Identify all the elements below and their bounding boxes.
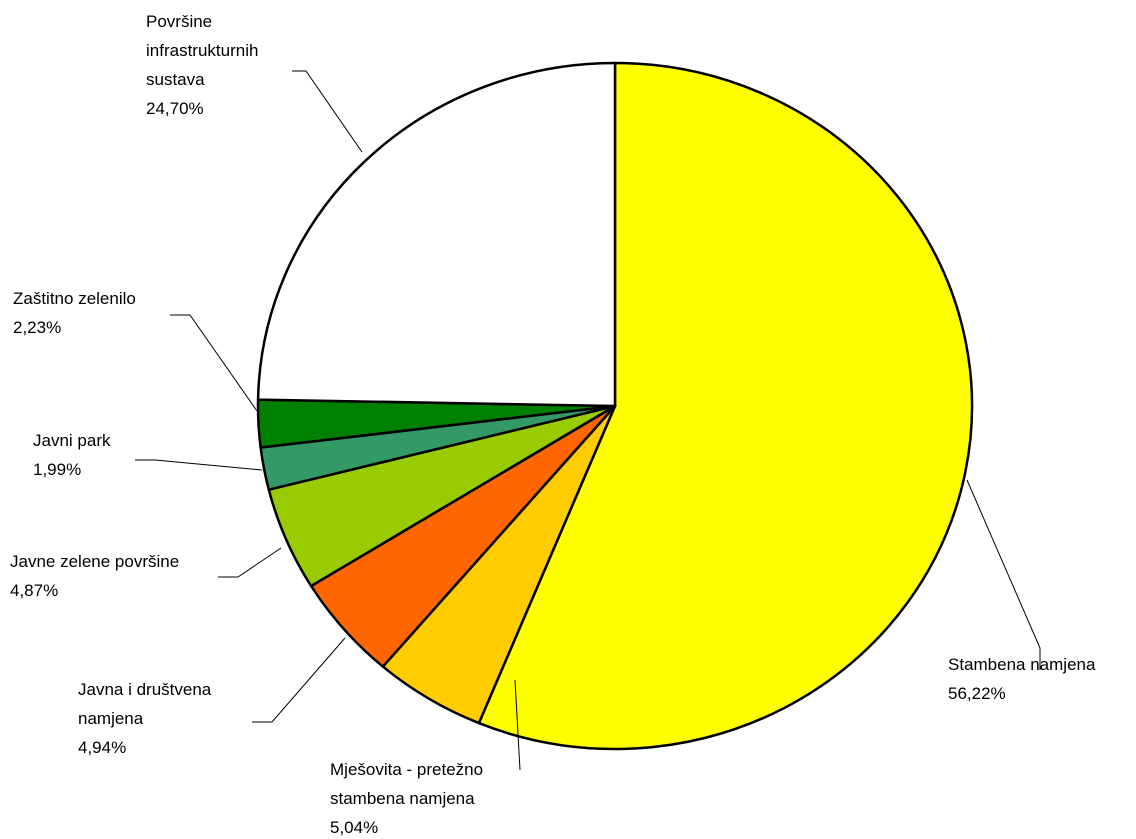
slice-label-6-line-3: 24,70%: [146, 99, 204, 118]
leader-line-2: [252, 637, 346, 723]
slice-label-6-line-2: sustava: [146, 70, 205, 89]
slice-label-1: Mješovita - pretežno stambena namjena 5,04…: [330, 760, 483, 837]
leader-line-1: [514, 679, 521, 771]
slice-label-0: Stambena namjena 56,22%: [948, 655, 1096, 703]
slice-label-0-line-1: 56,22%: [948, 684, 1006, 703]
pie-slice-6: [256, 61, 617, 408]
slice-label-2-line-2: 4,94%: [78, 738, 126, 757]
leader-line-6: [292, 70, 363, 153]
slice-label-1-line-1: stambena namjena: [330, 789, 475, 808]
slice-label-2-line-0: Javna i društvena: [78, 680, 212, 699]
leader-line-3: [218, 547, 282, 578]
slice-label-4-line-0: Javni park: [33, 431, 111, 450]
slice-label-6: Površine infrastrukturnih sustava 24,70%: [146, 12, 258, 118]
slice-label-2: Javna i društvena namjena 4,94%: [78, 680, 212, 757]
leader-line-5: [170, 314, 258, 412]
slice-label-6-line-0: Površine: [146, 12, 212, 31]
slice-label-6-line-1: infrastrukturnih: [146, 41, 258, 60]
slice-label-3-line-0: Javne zelene površine: [10, 552, 179, 571]
slice-label-5-line-1: 2,23%: [13, 318, 61, 337]
slice-label-3-line-1: 4,87%: [10, 581, 58, 600]
slice-label-5: Zaštitno zelenilo 2,23%: [13, 289, 136, 337]
slice-label-4: Javni park 1,99%: [33, 431, 111, 479]
leader-line-0: [966, 479, 1041, 670]
leader-line-4: [135, 459, 263, 471]
slice-label-1-line-0: Mješovita - pretežno: [330, 760, 483, 779]
slice-label-2-line-1: namjena: [78, 709, 144, 728]
slice-label-5-line-0: Zaštitno zelenilo: [13, 289, 136, 308]
pie-slice-0: [477, 61, 974, 751]
slice-label-4-line-1: 1,99%: [33, 460, 81, 479]
slice-label-1-line-2: 5,04%: [330, 818, 378, 837]
slice-label-0-line-0: Stambena namjena: [948, 655, 1096, 674]
slice-label-3: Javne zelene površine 4,87%: [10, 552, 179, 600]
